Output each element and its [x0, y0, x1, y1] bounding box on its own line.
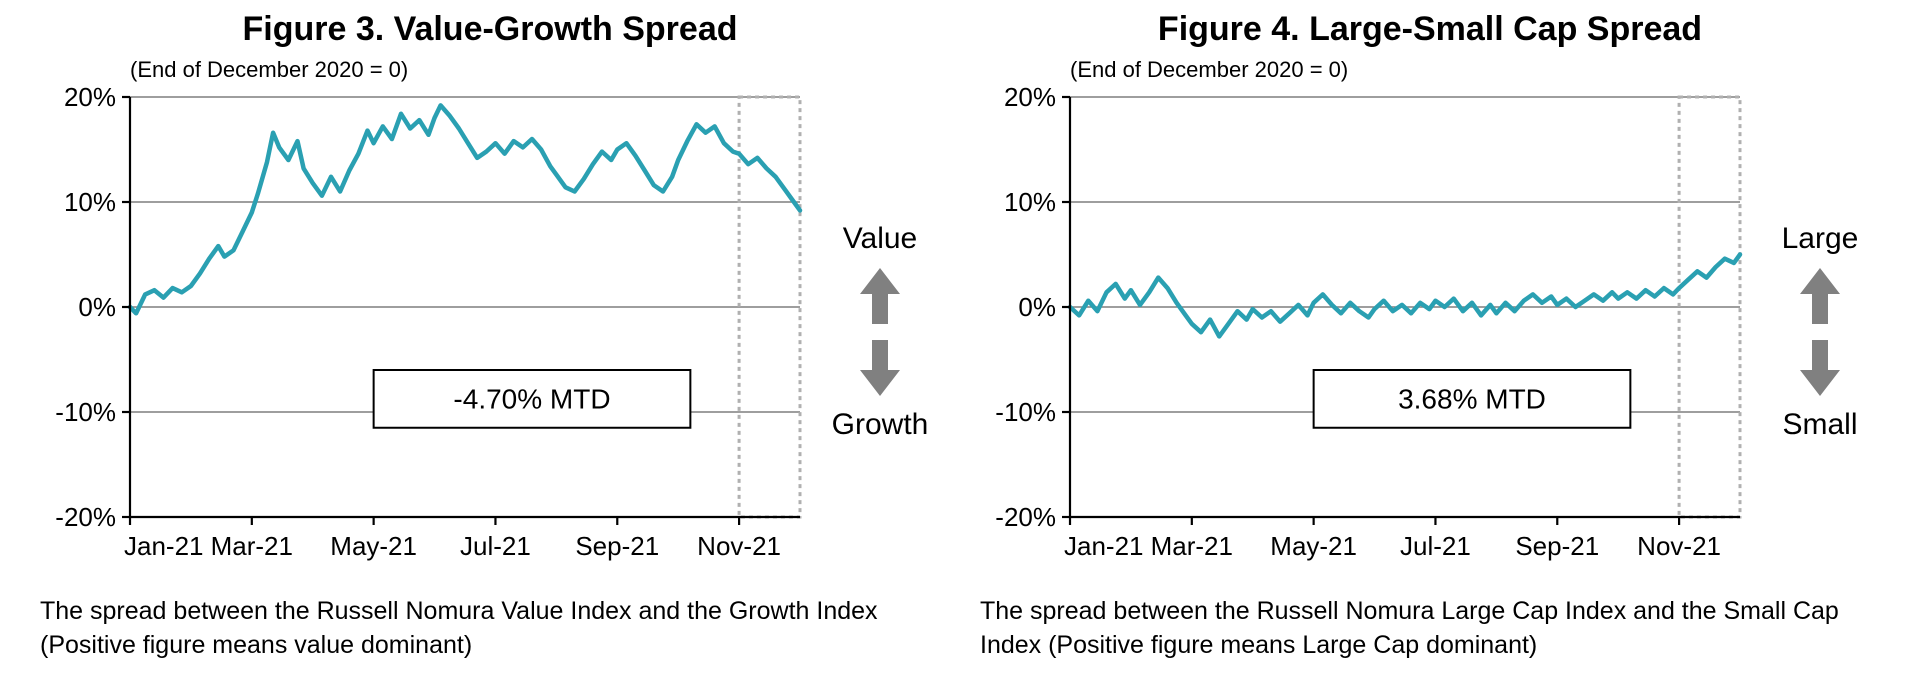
figure-4-panel: Figure 4. Large-Small Cap Spread (End of… — [960, 10, 1900, 677]
svg-text:May-21: May-21 — [330, 531, 417, 561]
figure-3-svg: -20% -10% 0% 10% 20% Jan-21Mar-21 May-21 Jul-21… — [40, 87, 820, 577]
figure-4-svg: -20% -10% 0% 10% 20% Jan-21Mar-21 May-21 Jul-21… — [980, 87, 1760, 577]
figure-4-side-labels: Large Small — [1760, 87, 1880, 577]
svg-text:20%: 20% — [1004, 87, 1056, 112]
figure-4-title: Figure 4. Large-Small Cap Spread — [980, 10, 1880, 49]
svg-text:Jul-21: Jul-21 — [1400, 531, 1471, 561]
svg-text:10%: 10% — [1004, 187, 1056, 217]
figure-4-chart: -20% -10% 0% 10% 20% Jan-21Mar-21 May-21 Jul-21… — [980, 87, 1760, 577]
figure-3-subtitle: (End of December 2020 = 0) — [130, 57, 940, 83]
figure-3-caption: The spread between the Russell Nomura Va… — [40, 595, 940, 663]
side-label-large: Large — [1782, 222, 1859, 256]
figure-3-chart: -20% -10% 0% 10% 20% Jan-21Mar-21 May-21 Jul-21… — [40, 87, 820, 577]
svg-text:20%: 20% — [64, 87, 116, 112]
svg-text:Sep-21: Sep-21 — [575, 531, 659, 561]
svg-text:-10%: -10% — [995, 397, 1056, 427]
svg-text:Jan-21: Jan-21 — [1064, 531, 1144, 561]
figure-4-caption: The spread between the Russell Nomura La… — [980, 595, 1880, 663]
side-label-value: Value — [843, 222, 918, 256]
figure-3-title: Figure 3. Value-Growth Spread — [40, 10, 940, 49]
svg-text:May-21: May-21 — [1270, 531, 1357, 561]
figure-3-panel: Figure 3. Value-Growth Spread (End of De… — [20, 10, 960, 677]
svg-text:-4.70% MTD: -4.70% MTD — [453, 384, 610, 415]
svg-text:Jul-21: Jul-21 — [460, 531, 531, 561]
svg-text:Mar-21: Mar-21 — [1151, 531, 1233, 561]
svg-text:0%: 0% — [1018, 292, 1056, 322]
arrow-down-icon — [1796, 336, 1844, 400]
side-label-small: Small — [1782, 408, 1857, 442]
figure-4-subtitle: (End of December 2020 = 0) — [1070, 57, 1880, 83]
arrow-up-icon — [1796, 264, 1844, 328]
svg-text:10%: 10% — [64, 187, 116, 217]
svg-text:-20%: -20% — [995, 502, 1056, 532]
svg-text:-20%: -20% — [55, 502, 116, 532]
svg-text:3.68% MTD: 3.68% MTD — [1398, 384, 1546, 415]
side-label-growth: Growth — [832, 408, 929, 442]
svg-text:-10%: -10% — [55, 397, 116, 427]
svg-text:Nov-21: Nov-21 — [1637, 531, 1721, 561]
svg-text:0%: 0% — [78, 292, 116, 322]
figure-3-side-labels: Value Growth — [820, 87, 940, 577]
svg-text:Mar-21: Mar-21 — [211, 531, 293, 561]
arrow-up-icon — [856, 264, 904, 328]
arrow-down-icon — [856, 336, 904, 400]
svg-text:Jan-21: Jan-21 — [124, 531, 204, 561]
svg-text:Nov-21: Nov-21 — [697, 531, 781, 561]
svg-text:Sep-21: Sep-21 — [1515, 531, 1599, 561]
